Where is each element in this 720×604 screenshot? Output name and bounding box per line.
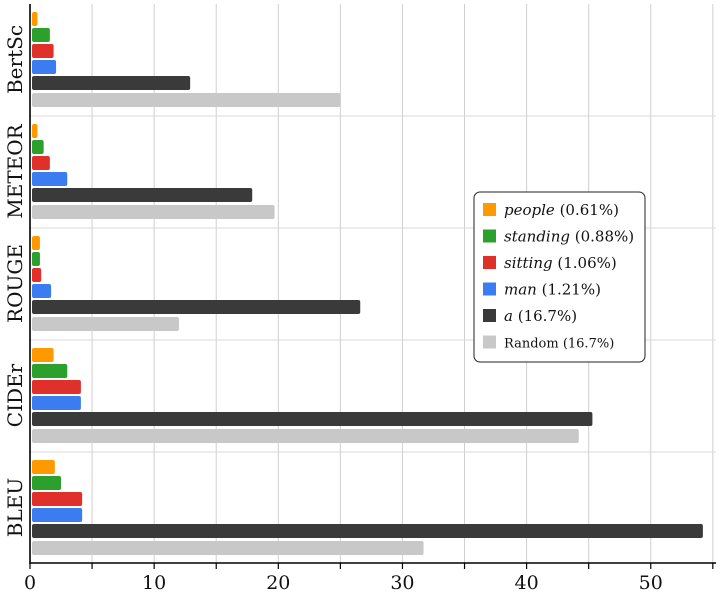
- bar-meteor-people: [32, 124, 38, 138]
- bar-bleu-people: [32, 460, 55, 474]
- bar-cider-random: [32, 429, 579, 443]
- legend-item-standing: standing (0.88%): [504, 228, 634, 246]
- bar-rouge-a: [32, 300, 361, 314]
- bar-bertsc-sitting: [32, 44, 54, 58]
- bars: [32, 12, 703, 555]
- bar-rouge-standing: [32, 252, 40, 266]
- bar-bertsc-man: [32, 60, 57, 74]
- category-label-cider: CIDEr: [3, 363, 27, 427]
- x-tick-label: 20: [266, 572, 290, 594]
- bar-bleu-man: [32, 508, 83, 522]
- x-tick-label: 30: [390, 572, 414, 594]
- bar-cider-people: [32, 348, 54, 362]
- bar-meteor-random: [32, 205, 275, 219]
- legend-item-random: Random (16.7%): [504, 337, 614, 352]
- legend-item-a: a (16.7%): [504, 307, 577, 325]
- bar-rouge-people: [32, 236, 40, 250]
- bar-bertsc-standing: [32, 28, 50, 42]
- legend: people (0.61%) standing (0.88%) sitting (1…: [473, 191, 646, 363]
- legend-box: [473, 191, 646, 363]
- x-tick-label: 10: [142, 572, 166, 594]
- bar-bleu-standing: [32, 476, 62, 490]
- category-label-bleu: BLEU: [3, 478, 27, 537]
- bar-meteor-sitting: [32, 156, 50, 170]
- category-label-meteor: METEOR: [3, 123, 27, 218]
- bar-rouge-random: [32, 317, 179, 331]
- bar-bertsc-people: [32, 12, 38, 26]
- legend-item-man: man (1.21%): [504, 281, 601, 299]
- bar-rouge-man: [32, 284, 52, 298]
- bar-cider-a: [32, 412, 593, 426]
- bar-bleu-random: [32, 541, 424, 555]
- legend-swatch-a: [483, 309, 496, 322]
- category-label-bertsc: BertSc: [3, 25, 27, 94]
- legend-swatch-standing: [483, 229, 496, 243]
- legend-item-people: people (0.61%): [504, 201, 619, 219]
- category-label-rouge: ROUGE: [3, 244, 27, 323]
- bar-meteor-a: [32, 188, 253, 202]
- x-tick-label: 50: [639, 572, 663, 594]
- x-tick-label: 40: [515, 572, 539, 594]
- x-tick-label: 0: [24, 572, 36, 594]
- legend-swatch-sitting: [483, 256, 496, 269]
- bar-cider-standing: [32, 364, 68, 378]
- bar-bertsc-random: [32, 93, 341, 107]
- bar-rouge-sitting: [32, 268, 42, 282]
- bar-meteor-man: [32, 172, 68, 186]
- bar-bleu-sitting: [32, 492, 83, 506]
- legend-swatch-man: [483, 282, 496, 296]
- bar-bertsc-a: [32, 76, 191, 90]
- legend-swatch-people: [483, 203, 496, 216]
- bar-cider-man: [32, 396, 81, 410]
- bar-meteor-standing: [32, 140, 44, 154]
- legend-item-sitting: sitting (1.06%): [504, 254, 617, 272]
- bar-cider-sitting: [32, 380, 81, 394]
- legend-swatch-random: [483, 335, 496, 349]
- bar-bleu-a: [32, 524, 703, 538]
